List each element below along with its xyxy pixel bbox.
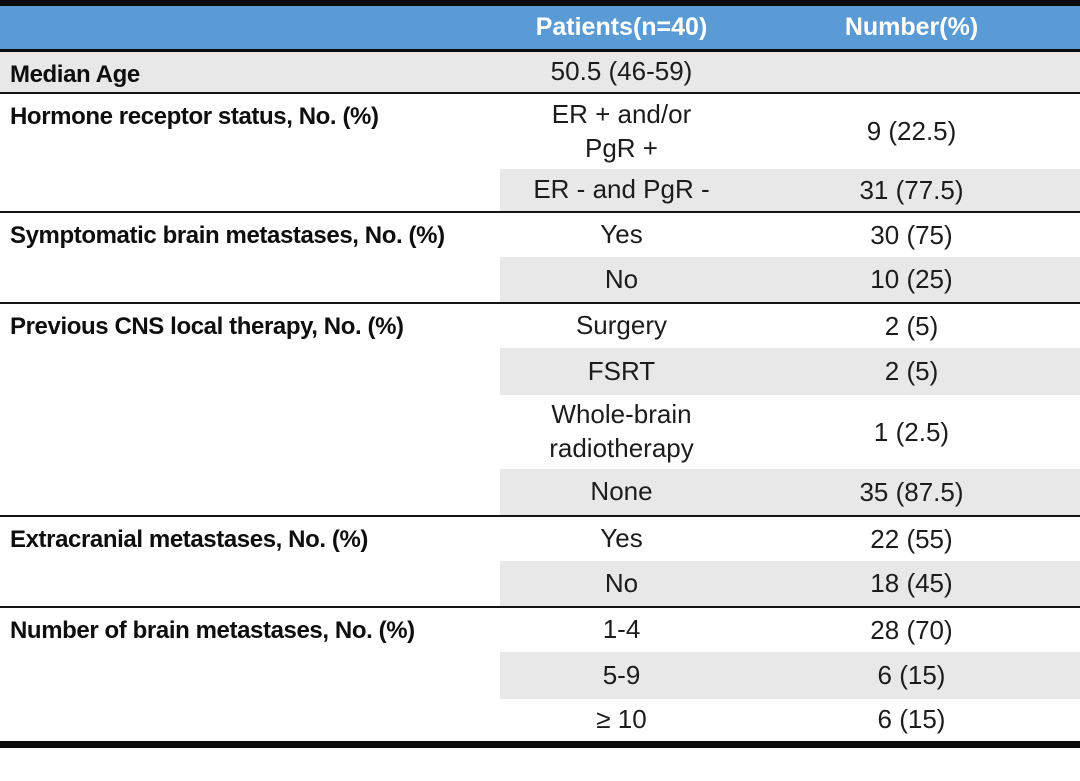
table-row-cns-fsrt: FSRT 2 (5) [0,348,1080,395]
row-label-extracranial-metastases: Extracranial metastases, No. (%) [0,515,500,607]
cell-er-negative-patients: ER - and PgR - [500,169,743,212]
table-row-extracranial-yes: Extracranial metastases, No. (%) Yes 22 … [0,515,1080,607]
table-row-symptomatic-no: No 10 (25) [0,257,1080,303]
patient-characteristics-table: Patients(n=40) Number(%) Median Age 50.5… [0,0,1080,748]
cell-extracranial-yes-number: 22 (55) [743,515,1080,561]
cell-symptomatic-yes-number: 30 (75) [743,211,1080,257]
cell-er-positive-patients: ER + and/or PgR + [500,92,743,169]
table-row-extracranial-no: No 18 (45) [0,561,1080,607]
cell-brainmets-10plus-number: 6 (15) [743,699,1080,744]
table-row-cns-none: None 35 (87.5) [0,469,1080,516]
cell-er-positive-number: 9 (22.5) [743,92,1080,169]
cell-brainmets-10plus-patients: ≥ 10 [500,699,743,744]
table-row-brainmets-1-4: Number of brain metastases, No. (%) 1-4 … [0,606,1080,744]
cell-brainmets-1-4-patients: 1-4 [500,606,743,652]
header-number: Number(%) [743,3,1080,52]
cell-cns-wbrt-number: 1 (2.5) [743,395,1080,469]
row-label-number-of-brain-metastases: Number of brain metastases, No. (%) [0,606,500,744]
row-label-median-age: Median Age [0,49,500,93]
cell-cns-surgery-patients: Surgery [500,302,743,348]
cell-cns-wbrt-patients: Whole-brain radiotherapy [500,395,743,469]
cell-er-negative-number: 31 (77.5) [743,169,1080,212]
cell-brainmets-5-9-patients: 5-9 [500,652,743,699]
row-label-hormone-receptor-status: Hormone receptor status, No. (%) [0,92,500,212]
cell-cns-fsrt-patients: FSRT [500,348,743,395]
cell-median-age-number [743,49,1080,93]
cell-symptomatic-no-number: 10 (25) [743,257,1080,303]
table-row-er-negative: ER - and PgR - 31 (77.5) [0,169,1080,212]
table-row-cns-wbrt: Whole-brain radiotherapy 1 (2.5) [0,395,1080,469]
table-row-brainmets-10plus: ≥ 10 6 (15) [0,699,1080,744]
table-row-er-positive: Hormone receptor status, No. (%) ER + an… [0,92,1080,212]
cell-cns-fsrt-number: 2 (5) [743,348,1080,395]
header-row: Patients(n=40) Number(%) [0,3,1080,52]
cell-symptomatic-no-patients: No [500,257,743,303]
cell-brainmets-1-4-number: 28 (70) [743,606,1080,652]
cell-cns-surgery-number: 2 (5) [743,302,1080,348]
cell-median-age-patients: 50.5 (46-59) [500,49,743,93]
header-empty-cell [0,3,500,52]
cell-cns-none-patients: None [500,469,743,516]
cell-extracranial-no-patients: No [500,561,743,607]
table-row-median-age: Median Age 50.5 (46-59) [0,49,1080,93]
row-label-previous-cns-local-therapy: Previous CNS local therapy, No. (%) [0,302,500,516]
cell-cns-none-number: 35 (87.5) [743,469,1080,516]
cell-extracranial-no-number: 18 (45) [743,561,1080,607]
header-patients: Patients(n=40) [500,3,743,52]
cell-extracranial-yes-patients: Yes [500,515,743,561]
row-label-symptomatic-brain-metastases: Symptomatic brain metastases, No. (%) [0,211,500,303]
cell-symptomatic-yes-patients: Yes [500,211,743,257]
cell-brainmets-5-9-number: 6 (15) [743,652,1080,699]
table-row-brainmets-5-9: 5-9 6 (15) [0,652,1080,699]
table-row-cns-surgery: Previous CNS local therapy, No. (%) Surg… [0,302,1080,516]
table-row-symptomatic-yes: Symptomatic brain metastases, No. (%) Ye… [0,211,1080,303]
